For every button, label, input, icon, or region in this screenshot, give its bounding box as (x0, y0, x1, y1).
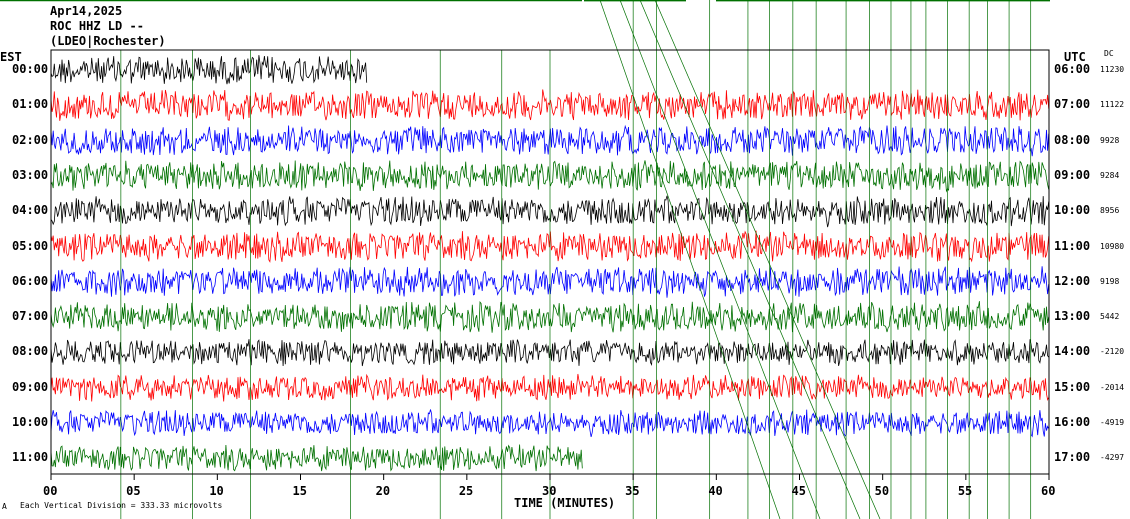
dc-label: 10980 (1100, 241, 1125, 251)
dc-label: -2120 (1100, 347, 1125, 357)
utc-label: 12:00 (1054, 273, 1091, 288)
utc-axis-label: UTC (1064, 50, 1086, 64)
dc-label: 9198 (1100, 276, 1120, 286)
utc-label: 08:00 (1054, 132, 1091, 147)
x-tick-label: 30 (542, 484, 557, 498)
dc-label: 9284 (1100, 170, 1120, 180)
trace-row-1100 (50, 444, 583, 472)
x-axis-title: TIME (MINUTES) (514, 496, 616, 510)
est-label: 01:00 (12, 97, 49, 112)
est-label: 05:00 (12, 238, 49, 253)
seismic-traces (50, 0, 1050, 519)
x-tick-label: 55 (957, 484, 973, 498)
x-tick-label: 00 (43, 484, 58, 498)
footer-scale-note: Each Vertical Division = 333.33 microvol… (20, 501, 223, 510)
utc-label: 11:00 (1054, 238, 1091, 253)
dc-column-label: DC (1104, 49, 1114, 58)
utc-label: 14:00 (1054, 344, 1091, 359)
header-location: (LDEO|Rochester) (50, 34, 166, 48)
est-label: 02:00 (12, 132, 49, 147)
phase-marker-line (599, 0, 781, 519)
utc-label: 06:00 (1054, 62, 1091, 76)
est-label: 10:00 (12, 415, 49, 429)
phase-marker-line (619, 0, 821, 519)
x-tick-label: 60 (1041, 484, 1056, 498)
est-label: 04:00 (12, 203, 49, 218)
utc-label: 16:00 (1054, 415, 1091, 429)
dc-label: -4297 (1100, 453, 1125, 463)
dc-label: 5442 (1100, 312, 1120, 322)
est-axis-label: EST (0, 50, 22, 64)
dc-label: 11122 (1100, 100, 1125, 110)
trace-row-0000 (50, 55, 368, 85)
x-tick-label: 25 (458, 484, 474, 498)
x-axis-ticks (50, 474, 1050, 480)
x-tick-label: 10 (209, 484, 224, 498)
x-tick-label: 40 (708, 484, 723, 498)
est-label: 08:00 (12, 344, 49, 359)
x-tick-label: 35 (625, 484, 640, 498)
utc-label: 15:00 (1054, 379, 1091, 394)
x-tick-label: 50 (874, 484, 890, 498)
footer-mark: A (2, 502, 7, 511)
dc-label: 8956 (1100, 206, 1120, 216)
est-label: 03:00 (12, 167, 49, 182)
x-tick-label: 05 (126, 484, 141, 498)
est-label: 09:00 (12, 379, 49, 394)
est-label: 11:00 (12, 450, 49, 465)
header-station: ROC HHZ LD -- (50, 19, 144, 33)
header-date: Apr14,2025 (50, 4, 123, 18)
est-label: 00:00 (12, 62, 49, 76)
utc-label: 09:00 (1054, 167, 1091, 182)
phase-marker-line (639, 0, 861, 519)
est-label: 07:00 (12, 309, 49, 324)
utc-label: 17:00 (1054, 450, 1091, 465)
est-label: 06:00 (12, 273, 49, 288)
dc-label: 11230 (1100, 65, 1125, 74)
dc-label: -2014 (1100, 382, 1125, 392)
dc-label: -4919 (1100, 418, 1125, 427)
phase-marker-line (654, 0, 881, 519)
utc-label: 13:00 (1054, 309, 1091, 324)
x-tick-label: 15 (292, 484, 307, 498)
utc-label: 10:00 (1054, 203, 1091, 218)
x-tick-label: 45 (791, 484, 806, 498)
x-tick-label: 20 (375, 484, 391, 498)
utc-label: 07:00 (1054, 97, 1091, 112)
plot-frame (0, 0, 1050, 475)
dc-label: 9928 (1100, 135, 1120, 145)
